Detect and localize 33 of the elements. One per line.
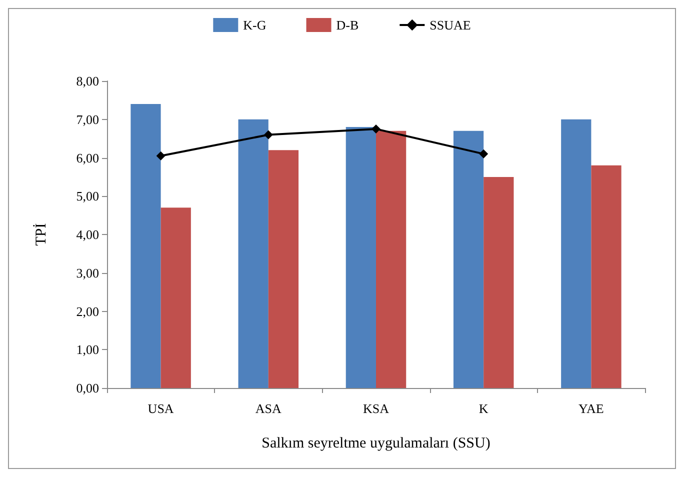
bar	[346, 127, 376, 388]
legend-label: D-B	[336, 18, 359, 32]
y-tick-label: 5,00	[76, 188, 99, 204]
bar	[130, 104, 161, 388]
y-tick-label: 3,00	[76, 265, 99, 280]
x-tick-label: KSA	[362, 401, 390, 416]
x-tick-label: USA	[148, 401, 174, 416]
y-axis-title: TPİ	[32, 223, 50, 246]
point	[264, 130, 273, 140]
y-tick-label: 7,00	[76, 112, 99, 127]
bar	[591, 165, 622, 388]
y-tick-label: 0,00	[76, 380, 99, 396]
bar	[268, 150, 299, 388]
x-tick-label: YAE	[578, 401, 604, 416]
bar	[376, 130, 406, 388]
legend-label: SSUAE	[430, 18, 471, 32]
bar	[484, 176, 514, 388]
y-tick-label: 1,00	[76, 342, 99, 358]
bar	[561, 119, 592, 388]
point	[156, 151, 166, 160]
point	[479, 149, 488, 158]
y-tick-label: 6,00	[76, 150, 99, 166]
x-tick-label: ASA	[255, 401, 282, 416]
x-tick-label: K	[478, 401, 489, 416]
y-tick-label: 4,00	[76, 227, 99, 242]
y-tick-label: 8,00	[76, 74, 99, 88]
point	[372, 124, 380, 134]
legend-label: K-G	[243, 18, 266, 32]
x-axis-title: Salkım seyreltme uygulamaları (SSU)	[262, 436, 490, 452]
bar	[160, 208, 191, 388]
y-tick-label: 2,00	[76, 304, 99, 319]
bar	[238, 119, 268, 388]
bar	[453, 130, 484, 388]
